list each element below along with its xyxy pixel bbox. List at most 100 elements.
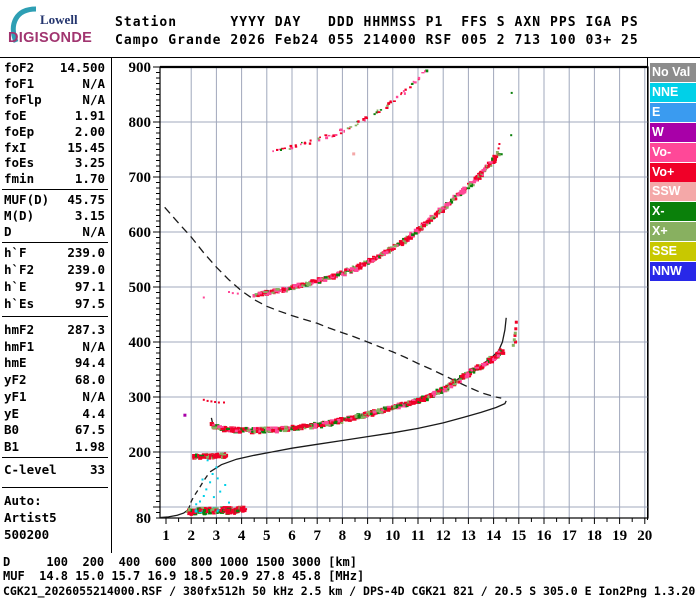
param-value: 33 <box>89 462 105 477</box>
logo-text-lowell: Lowell <box>40 12 78 27</box>
param-value: 2.00 <box>74 123 105 139</box>
svg-text:6: 6 <box>288 528 296 544</box>
param-value: 1.91 <box>74 107 105 123</box>
param-label: foFlp <box>4 91 42 107</box>
panel-separator <box>2 486 108 488</box>
scatter-x-mode-tip-green <box>511 331 517 347</box>
svg-text:16: 16 <box>537 528 553 544</box>
param-row-hmf2: hmF2 287.3 <box>4 323 105 337</box>
param-label: 500200 <box>4 527 50 542</box>
param-value: 1.70 <box>74 171 105 187</box>
param-row-hes: h`Es 97.5 <box>4 297 105 311</box>
panel-separator <box>2 457 108 458</box>
svg-text:800: 800 <box>129 115 152 131</box>
param-row-b1: B1 1.98 <box>4 439 105 454</box>
param-value: 4.4 <box>82 405 105 421</box>
scatter-second-hop-tip-red <box>497 143 501 150</box>
legend-chip-e: E <box>650 102 696 122</box>
param-row-foflp: foFlp N/A <box>4 91 105 107</box>
param-row-hf: h`F 239.0 <box>4 246 105 260</box>
legend-chip-x-: X- <box>650 202 696 222</box>
scatter-e-region-cyan-speckle <box>195 459 230 506</box>
svg-text:13: 13 <box>461 528 476 544</box>
param-row-foe: foE 1.91 <box>4 107 105 123</box>
scatter-ssw-dot <box>352 152 356 156</box>
legend-chip-vo-: Vo- <box>650 142 696 162</box>
legend-chip-nnw: NNW <box>650 262 696 281</box>
svg-text:18: 18 <box>587 528 602 544</box>
ionogram-plot: 1 2 3 4 5 6 7 8 9 10 11 12 13 14 15 16 17 18 19 20900800700… <box>129 60 653 544</box>
param-row-foep: foEp 2.00 <box>4 123 105 139</box>
legend-chip-vo+: Vo+ <box>650 162 696 182</box>
legend-label: E <box>652 104 661 119</box>
svg-text:8: 8 <box>339 528 347 544</box>
param-row-500200: 500200 <box>4 528 105 542</box>
param-value: 45.75 <box>67 192 105 207</box>
trace-f-trace-second-hop <box>252 151 503 298</box>
param-row-fxi: fxI 15.45 <box>4 139 105 155</box>
legend-label: NNE <box>652 84 679 99</box>
param-row-fof2: foF2 14.500 <box>4 61 105 75</box>
svg-text:5: 5 <box>263 528 271 544</box>
svg-text:80: 80 <box>136 511 151 527</box>
param-row-fmin: fmin 1.70 <box>4 172 105 186</box>
svg-text:200: 200 <box>129 445 152 461</box>
param-label: h`E <box>4 279 27 294</box>
scatter-second-hop-leading-dots <box>202 291 239 299</box>
line-true-height-profile-valley <box>190 473 210 503</box>
param-row-hf2: h`F2 239.0 <box>4 263 105 277</box>
legend-chip-ssw: SSW <box>650 182 696 202</box>
legend-chip-x+: X+ <box>650 222 696 242</box>
param-label: yF2 <box>4 372 27 388</box>
param-label: fmin <box>4 171 35 187</box>
legend-chip-nne: NNE <box>650 82 696 102</box>
param-label: hmF2 <box>4 322 35 337</box>
svg-text:600: 600 <box>129 225 152 241</box>
param-value: 67.5 <box>74 422 105 438</box>
param-label: yE <box>4 405 20 421</box>
svg-text:500: 500 <box>129 280 152 296</box>
header-divider <box>0 57 700 58</box>
svg-text:2: 2 <box>187 528 195 544</box>
param-label: h`F <box>4 245 27 260</box>
legend-label: X+ <box>652 224 668 239</box>
logo-text-digisonde: DIGISONDE <box>8 30 93 46</box>
logo-swoosh-icon <box>10 6 37 43</box>
trace-f-trace-first-hop <box>209 348 506 435</box>
scatter-w-dot <box>183 413 187 417</box>
svg-text:15: 15 <box>511 528 526 544</box>
param-label: foE <box>4 107 27 123</box>
param-value: 97.1 <box>74 279 105 294</box>
panel-separator <box>2 242 108 243</box>
scatter-spread-f-red-dots <box>202 398 225 404</box>
line-muf-transmission-curve <box>164 206 502 399</box>
param-value: 3.25 <box>74 155 105 171</box>
param-label: C-level <box>4 462 57 477</box>
plot-grid <box>160 67 648 518</box>
axis-ticks <box>153 66 646 524</box>
lowell-digisonde-logo: Lowell DIGISONDE <box>2 4 114 52</box>
svg-text:10: 10 <box>385 528 400 544</box>
param-value: 94.4 <box>74 355 105 371</box>
param-label: h`Es <box>4 296 35 311</box>
panel-separator <box>2 189 108 190</box>
param-label: B0 <box>4 422 20 438</box>
scatter-x-mode-tip-red <box>513 320 518 344</box>
param-value: 3.15 <box>74 208 105 223</box>
legend-chip-w: W <box>650 122 696 142</box>
param-label: foF2 <box>4 60 35 75</box>
legend-label: Vo+ <box>652 164 675 179</box>
param-value: 239.0 <box>67 262 105 277</box>
param-value: 14.500 <box>59 60 105 75</box>
param-value: 15.45 <box>67 139 105 155</box>
param-value: N/A <box>82 388 105 404</box>
param-label: D <box>4 224 12 239</box>
param-row-artist5: Artist5 <box>4 511 105 525</box>
legend-label: SSE <box>652 244 678 259</box>
param-label: foEp <box>4 123 35 139</box>
param-label: yF1 <box>4 388 27 404</box>
legend-label: No Val <box>652 65 691 79</box>
y-axis-labels: 900 800 700 600 500 400 300 200 80 <box>129 60 152 527</box>
svg-text:9: 9 <box>364 528 372 544</box>
param-row-hme: hmE 94.4 <box>4 356 105 370</box>
